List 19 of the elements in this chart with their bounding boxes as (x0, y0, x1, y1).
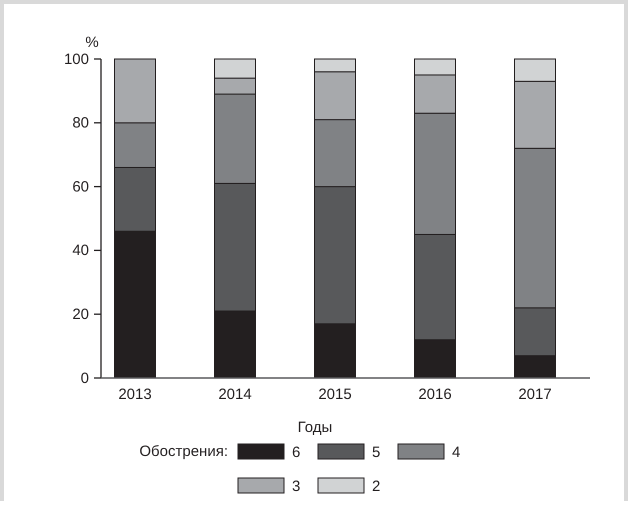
y-tick-label: 100 (64, 50, 89, 68)
x-tick-label: 2013 (118, 386, 152, 403)
y-axis-title: % (85, 34, 99, 51)
x-tick-label: 2017 (518, 386, 552, 403)
legend-label: 3 (292, 478, 300, 495)
legend-label: 6 (292, 444, 300, 461)
y-tick-label: 0 (80, 370, 89, 387)
x-tick-label: 2015 (318, 386, 352, 403)
legend-label: 5 (372, 444, 380, 461)
x-tick-label: 2014 (218, 386, 252, 403)
y-tick-label: 40 (72, 242, 89, 260)
y-tick-label: 20 (72, 306, 89, 323)
y-tick-label: 80 (72, 114, 89, 132)
x-tick-label: 2016 (418, 386, 452, 403)
legend-label: 4 (452, 444, 460, 461)
legend-label: 2 (372, 478, 380, 495)
legend-title: Обострения: (139, 443, 228, 460)
x-axis-title: Годы (298, 419, 332, 436)
y-tick-label: 60 (72, 178, 89, 196)
